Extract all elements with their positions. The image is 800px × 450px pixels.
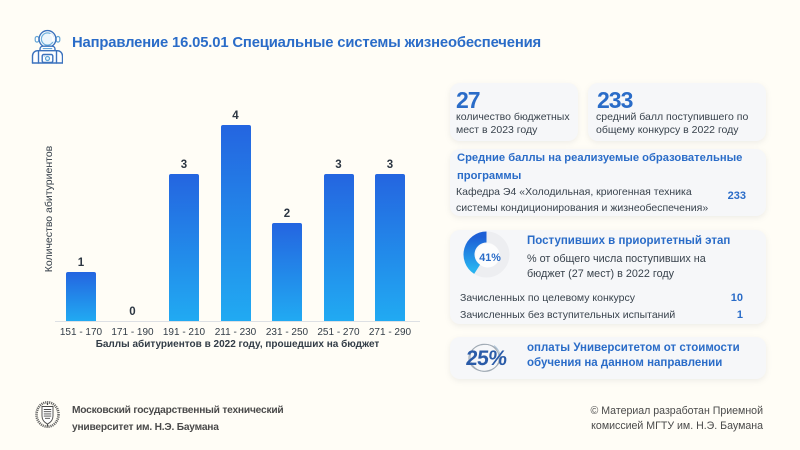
svg-text:41%: 41% <box>479 252 501 264</box>
